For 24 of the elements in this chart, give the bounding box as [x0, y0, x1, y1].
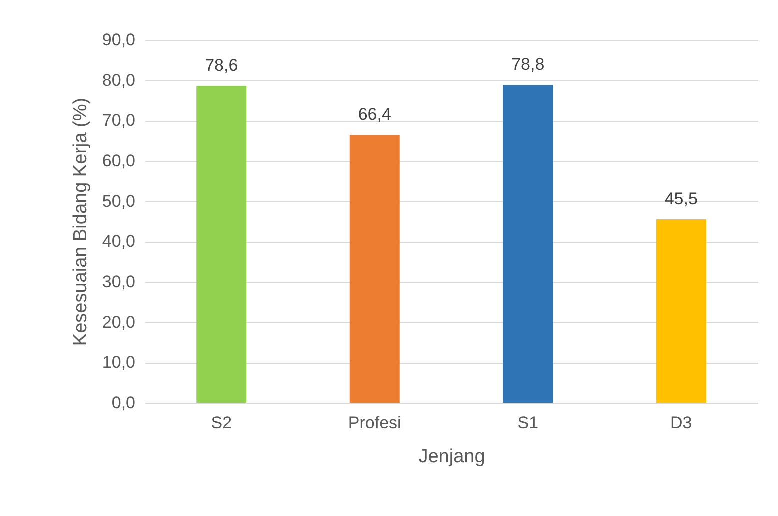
- data-label: 45,5: [664, 189, 698, 208]
- y-tick-label: 90,0: [102, 30, 136, 50]
- y-tick-label: 20,0: [102, 312, 136, 332]
- y-tick-label: 30,0: [102, 272, 136, 292]
- x-tick-label: S2: [211, 414, 232, 432]
- bar: [656, 219, 706, 403]
- data-label: 66,4: [358, 105, 392, 124]
- y-tick-label: 10,0: [102, 353, 136, 372]
- y-axis-title: Kesesuaian Bidang Kerja (%): [70, 98, 92, 346]
- data-label: 78,6: [205, 56, 238, 75]
- bar: [350, 135, 400, 403]
- y-tick-label: 0,0: [112, 394, 136, 412]
- x-tick-label: D3: [670, 414, 692, 432]
- data-label: 78,8: [512, 55, 545, 74]
- x-tick-label: Profesi: [348, 414, 402, 432]
- y-tick-label: 60,0: [102, 152, 136, 170]
- x-tick-label: S1: [518, 414, 539, 432]
- bar: [503, 85, 554, 403]
- x-axis-title: Jenjang: [418, 446, 486, 468]
- y-tick-label: 80,0: [102, 70, 136, 90]
- y-tick-label: 40,0: [102, 232, 136, 252]
- bar: [196, 86, 247, 403]
- y-tick-label: 50,0: [102, 192, 136, 211]
- y-tick-label: 70,0: [102, 111, 136, 130]
